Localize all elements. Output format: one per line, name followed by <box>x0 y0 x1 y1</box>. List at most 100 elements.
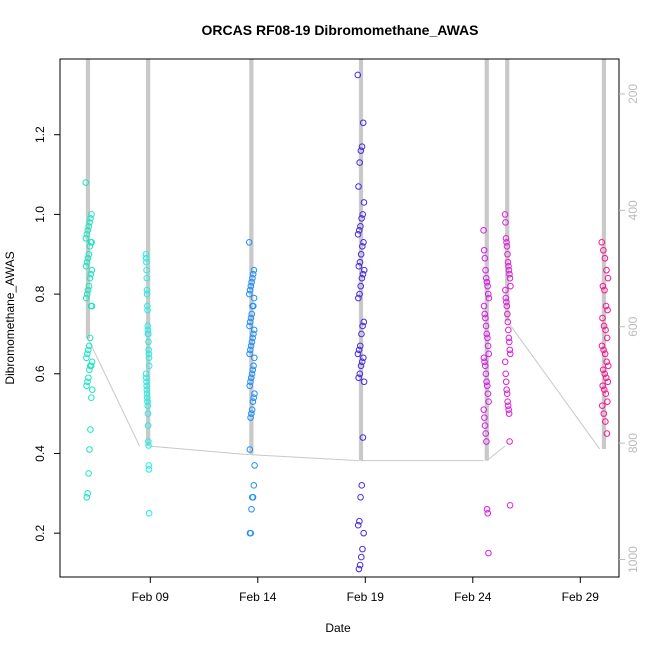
data-point <box>483 438 490 445</box>
pressure-transit-line <box>87 338 141 447</box>
data-point <box>86 362 94 370</box>
data-point <box>601 286 608 294</box>
data-point <box>143 290 151 298</box>
data-point <box>145 362 153 370</box>
chart-title: ORCAS RF08-19 Dibromomethane_AWAS <box>202 22 479 38</box>
data-point <box>502 235 510 242</box>
data-point <box>82 235 90 242</box>
data-point <box>246 318 254 326</box>
data-point <box>485 398 492 405</box>
data-point <box>142 250 150 258</box>
data-point <box>145 438 152 445</box>
data-point <box>503 390 511 398</box>
data-point <box>360 199 368 206</box>
data-point <box>357 282 365 290</box>
data-point <box>87 238 95 246</box>
data-point <box>481 310 489 318</box>
data-point <box>247 414 254 421</box>
data-point <box>143 286 151 294</box>
data-point <box>247 346 254 354</box>
y-tick-label: 0.8 <box>33 285 47 302</box>
data-point <box>483 382 491 390</box>
data-point <box>482 322 490 330</box>
data-point <box>356 517 363 525</box>
data-point <box>599 366 607 374</box>
data-point <box>84 490 91 497</box>
data-point <box>484 342 492 350</box>
data-point <box>250 330 257 338</box>
data-point <box>481 414 488 421</box>
data-point <box>143 386 151 394</box>
data-point <box>480 227 487 234</box>
data-point <box>250 326 258 334</box>
data-point <box>359 434 367 441</box>
data-point <box>144 402 152 409</box>
data-point <box>598 342 606 350</box>
data-point <box>505 338 513 346</box>
data-point <box>246 290 253 298</box>
data-point <box>143 394 151 401</box>
data-point <box>506 501 514 509</box>
y-tick-label: 1.2 <box>33 126 47 143</box>
data-point <box>480 302 488 310</box>
data-point <box>248 310 256 318</box>
data-point <box>143 258 150 266</box>
data-point <box>84 350 91 358</box>
y-axis: 0.2 0.4 0.6 0.8 1.0 1.2 <box>33 126 60 542</box>
data-point <box>485 549 492 557</box>
data-point <box>251 354 258 362</box>
data-point <box>503 242 511 250</box>
data-point <box>82 294 90 302</box>
data-point <box>600 386 608 394</box>
data-point <box>481 362 489 370</box>
pressure-transit-line <box>148 445 250 456</box>
data-point <box>246 446 254 453</box>
data-point <box>357 553 365 561</box>
data-point <box>83 494 91 501</box>
data-point <box>502 370 510 378</box>
data-point <box>356 290 363 298</box>
data-point <box>603 430 611 437</box>
data-point <box>145 354 153 362</box>
data-point <box>356 342 364 350</box>
data-point <box>356 159 363 166</box>
y-axis-label: Dibromomethane_AWAS <box>3 251 17 384</box>
data-point <box>485 350 493 358</box>
right-tick-label: 800 <box>626 433 640 453</box>
data-point <box>358 143 366 150</box>
data-point <box>86 242 94 250</box>
data-point <box>248 494 256 501</box>
right-tick-label: 400 <box>626 200 640 220</box>
data-point <box>248 505 255 513</box>
data-point <box>250 394 257 401</box>
data-point <box>485 294 493 302</box>
data-point <box>506 274 514 282</box>
data-point <box>87 426 94 433</box>
data-point <box>360 318 368 326</box>
x-tick-label: Feb 19 <box>347 590 385 604</box>
data-point <box>142 374 150 382</box>
data-point <box>144 326 152 334</box>
data-point <box>88 266 96 274</box>
data-point <box>505 266 513 274</box>
data-point <box>505 326 512 334</box>
data-point <box>356 258 364 266</box>
data-point <box>360 238 367 246</box>
data-point <box>480 246 488 254</box>
data-point <box>249 366 257 374</box>
data-point <box>85 223 93 230</box>
data-point <box>145 509 153 517</box>
data-point <box>506 438 513 445</box>
data-point <box>247 282 255 290</box>
data-point <box>246 382 254 390</box>
data-point <box>507 282 514 290</box>
y-tick-label: 0.6 <box>33 365 47 382</box>
right-tick-label: 600 <box>626 316 640 336</box>
data-point <box>251 390 258 398</box>
data-point <box>358 358 366 366</box>
data-point <box>356 370 364 378</box>
data-point <box>248 410 255 417</box>
data-point <box>359 242 366 250</box>
data-point <box>84 346 92 354</box>
data-point <box>86 219 93 226</box>
